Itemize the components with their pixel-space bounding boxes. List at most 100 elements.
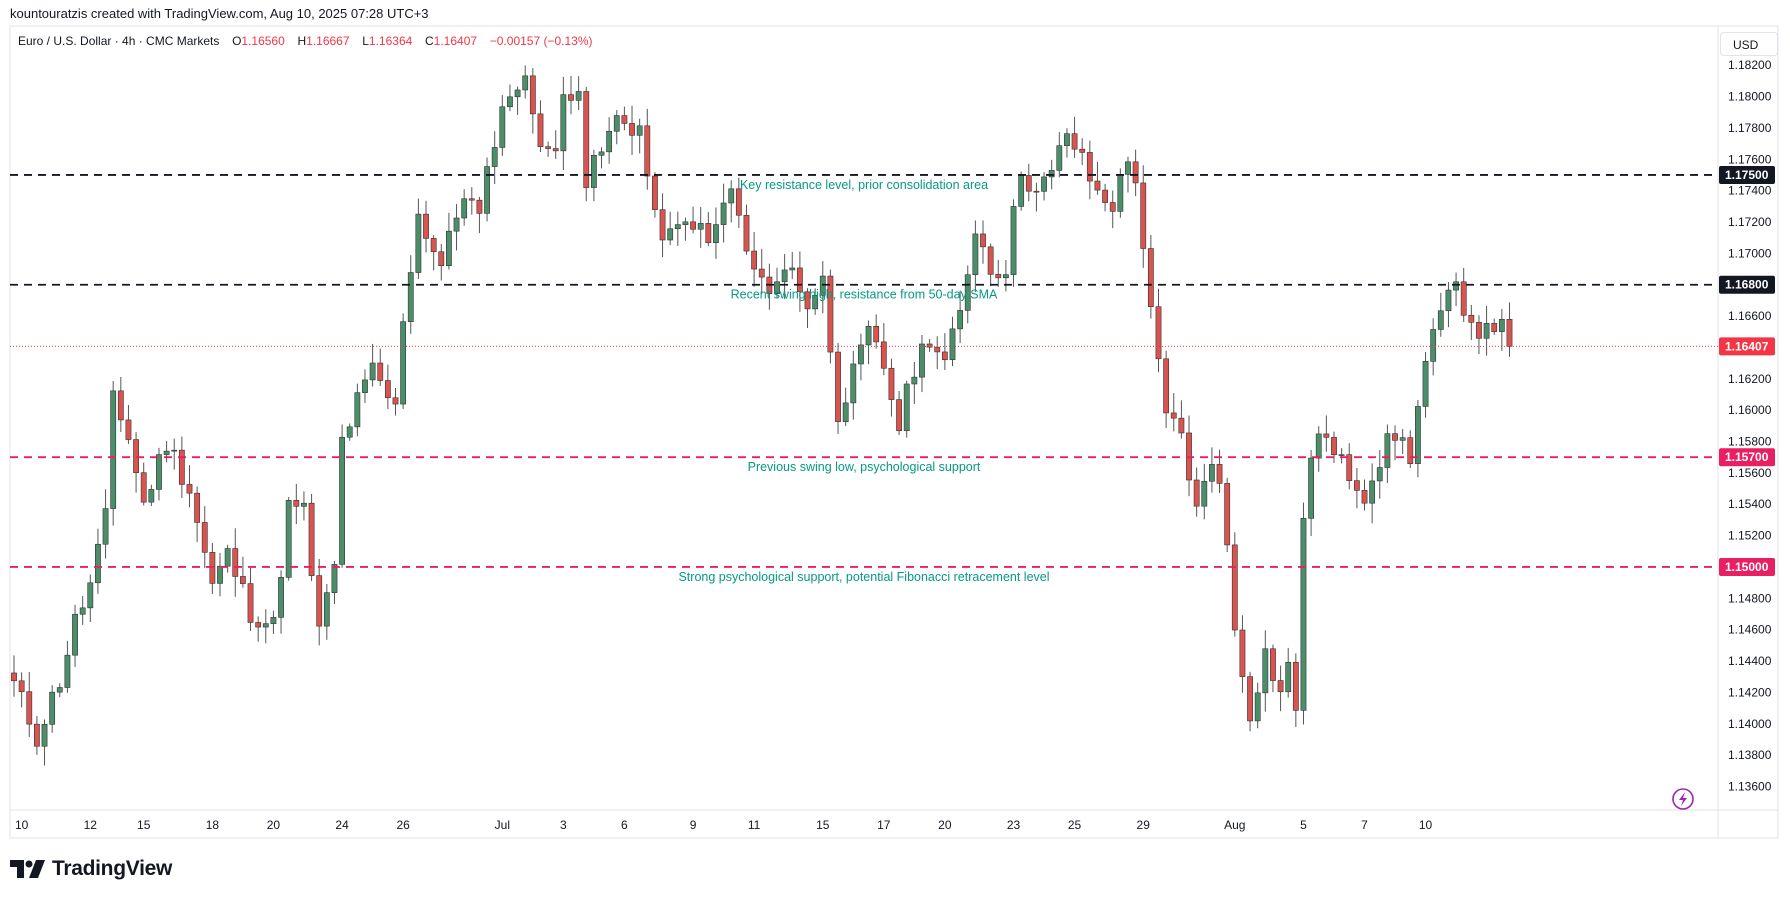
candle — [652, 172, 658, 218]
candle — [301, 491, 307, 521]
time-tick-label: 7 — [1361, 818, 1368, 832]
price-tick-label: 1.15400 — [1728, 497, 1772, 511]
candle — [407, 255, 414, 334]
candle — [178, 436, 185, 498]
candle — [1422, 351, 1429, 418]
candle — [1178, 400, 1185, 439]
price-tick-label: 1.17800 — [1728, 121, 1772, 135]
price-tick-label: 1.14400 — [1728, 654, 1772, 668]
symbol-legend[interactable]: Euro / U.S. Dollar · 4h · CMC Markets O1… — [18, 34, 593, 48]
candle — [1361, 479, 1368, 511]
candle — [1125, 156, 1131, 193]
candle — [1201, 463, 1208, 520]
candle — [1079, 138, 1086, 166]
close-label: C — [425, 34, 434, 48]
candle — [476, 196, 483, 234]
price-tick-label: 1.16000 — [1728, 403, 1772, 417]
candle — [621, 106, 628, 131]
candle — [1498, 309, 1505, 351]
tradingview-branding[interactable]: TradingView — [10, 857, 172, 881]
time-tick-label: 10 — [1419, 818, 1433, 832]
candle — [743, 204, 750, 255]
currency-selector[interactable]: USD — [1720, 32, 1778, 56]
candle — [224, 544, 231, 573]
candle — [926, 339, 933, 352]
candle — [125, 405, 132, 444]
candle — [1094, 161, 1101, 195]
candle — [377, 348, 384, 386]
candle — [1033, 182, 1040, 212]
candle — [1132, 149, 1139, 197]
time-tick-label: 24 — [335, 818, 349, 832]
candle — [438, 243, 445, 281]
candle — [751, 232, 758, 287]
candle — [987, 243, 994, 287]
candle — [735, 177, 742, 229]
candle — [865, 320, 872, 365]
time-tick-label: 9 — [690, 818, 697, 832]
candle — [1476, 315, 1482, 355]
candle — [758, 248, 765, 295]
candle — [461, 189, 468, 226]
candle — [1071, 116, 1078, 158]
candle — [156, 447, 162, 501]
time-axis[interactable]: 10 12 15 18 20 24 26 Jul 3 6 9 11 15 17 20 23 25 29 Aug 5 7 1… — [15, 818, 1433, 832]
candle — [1483, 305, 1490, 356]
candle — [919, 334, 925, 393]
candle — [613, 110, 620, 145]
candle — [1277, 665, 1284, 712]
candle — [629, 105, 635, 155]
svg-text:1.15000: 1.15000 — [1725, 560, 1769, 574]
price-tick-label: 1.16600 — [1728, 309, 1772, 323]
candle — [133, 432, 139, 493]
time-tick-label: 15 — [816, 818, 830, 832]
candle — [896, 390, 902, 435]
low-label: L — [362, 34, 369, 48]
candle — [262, 609, 269, 644]
candle — [1002, 259, 1009, 292]
candle — [1170, 393, 1177, 432]
price-tick-label: 1.14800 — [1728, 591, 1772, 605]
candle — [1254, 682, 1261, 729]
candle — [1315, 426, 1322, 472]
candle — [1399, 428, 1406, 455]
candle — [1163, 350, 1170, 428]
candle — [346, 423, 353, 441]
price-tick-label: 1.17000 — [1728, 246, 1772, 260]
candle — [575, 76, 582, 111]
candle — [911, 362, 918, 404]
price-tick-label: 1.17400 — [1728, 184, 1772, 198]
candle — [804, 288, 811, 329]
candle — [110, 381, 117, 526]
candle — [781, 254, 788, 299]
candle — [354, 383, 361, 437]
candle — [1018, 171, 1025, 211]
candle — [1109, 190, 1116, 229]
time-tick-label: 17 — [877, 818, 891, 832]
candle — [568, 75, 574, 115]
candle — [1231, 532, 1238, 637]
candle — [789, 251, 796, 280]
candle — [423, 200, 429, 253]
symbol-name: Euro / U.S. Dollar · 4h · CMC Markets — [18, 34, 220, 48]
candle — [1430, 318, 1437, 376]
candle — [491, 131, 498, 184]
candle — [1239, 615, 1246, 693]
bolt-icon[interactable] — [1672, 788, 1694, 810]
candle — [697, 207, 704, 248]
level-annotation: Strong psychological support, potential … — [678, 570, 1049, 584]
change-value: −0.00157 (−0.13%) — [489, 34, 593, 48]
price-axis[interactable]: 1.13600 1.13800 1.14000 1.14200 1.14400 1.146… — [1719, 58, 1775, 793]
candle — [972, 220, 979, 293]
candle — [941, 333, 948, 370]
candle — [232, 528, 239, 597]
candle — [636, 118, 643, 154]
candle — [209, 543, 216, 594]
time-tick-label: Jul — [495, 818, 510, 832]
level-price-tag: 1.15000 — [1719, 557, 1775, 576]
brand-name: TradingView — [52, 857, 173, 880]
candle — [1376, 450, 1383, 499]
candle — [18, 672, 25, 708]
candle — [522, 65, 529, 99]
